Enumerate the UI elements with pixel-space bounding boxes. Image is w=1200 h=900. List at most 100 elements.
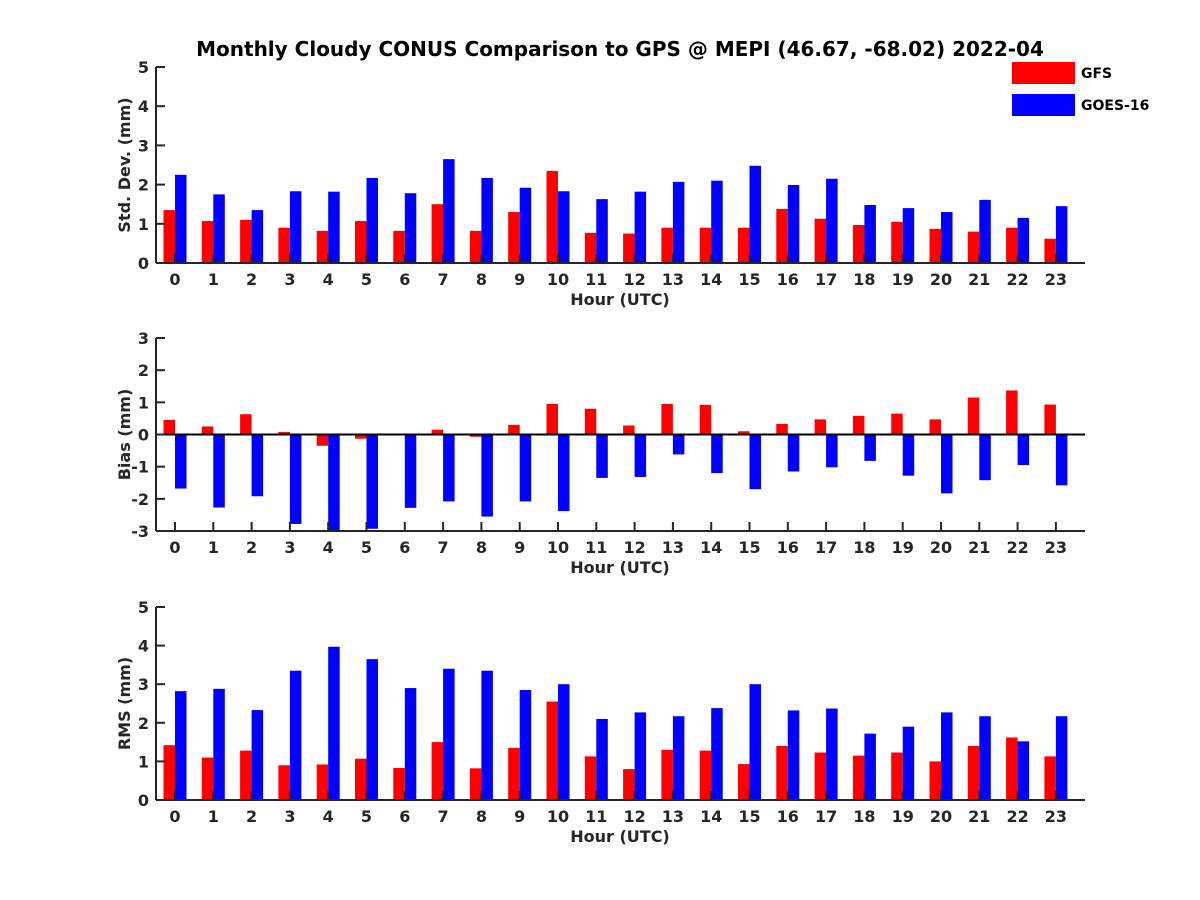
y-tick-label: 4 bbox=[138, 97, 149, 116]
bar-gfs-hour-17 bbox=[814, 752, 827, 800]
x-tick-label: 1 bbox=[208, 270, 219, 289]
x-tick-label: 3 bbox=[284, 270, 295, 289]
y-tick-label: 2 bbox=[138, 714, 149, 733]
x-tick-label: 13 bbox=[662, 538, 684, 557]
bar-goes-16-hour-6 bbox=[404, 688, 417, 800]
x-tick-label: 10 bbox=[547, 270, 569, 289]
bar-gfs-hour-1 bbox=[201, 221, 214, 263]
x-tick-label: 0 bbox=[169, 538, 180, 557]
x-tick-label: 21 bbox=[968, 807, 990, 826]
y-tick-label: -3 bbox=[131, 522, 149, 541]
bar-gfs-hour-18 bbox=[852, 415, 865, 435]
x-tick-label: 22 bbox=[1006, 270, 1028, 289]
bar-gfs-hour-5 bbox=[355, 221, 367, 263]
bar-gfs-hour-1 bbox=[201, 426, 214, 435]
y-tick-label: -2 bbox=[131, 490, 149, 509]
x-tick-label: 21 bbox=[968, 538, 990, 557]
x-tick-label: 7 bbox=[438, 538, 449, 557]
bar-gfs-hour-21 bbox=[967, 397, 980, 435]
bar-gfs-hour-18 bbox=[852, 755, 865, 800]
x-tick-label: 23 bbox=[1045, 270, 1067, 289]
bar-gfs-hour-15 bbox=[738, 764, 750, 800]
x-tick-label: 2 bbox=[246, 538, 257, 557]
y-tick-label: 2 bbox=[138, 361, 149, 380]
bar-goes-16-hour-0 bbox=[175, 691, 187, 800]
x-tick-label: 22 bbox=[1006, 538, 1028, 557]
bar-gfs-hour-13 bbox=[661, 403, 673, 435]
bar-goes-16-hour-5 bbox=[366, 434, 378, 529]
bar-goes-16-hour-20 bbox=[941, 212, 953, 263]
bar-gfs-hour-20 bbox=[929, 761, 941, 800]
bar-gfs-hour-17 bbox=[814, 419, 827, 435]
x-tick-label: 5 bbox=[361, 270, 372, 289]
bar-goes-16-hour-6 bbox=[404, 434, 417, 508]
bar-gfs-hour-2 bbox=[240, 219, 252, 263]
x-axis-label: Hour (UTC) bbox=[570, 290, 670, 309]
bar-goes-16-hour-21 bbox=[979, 716, 991, 800]
x-tick-label: 4 bbox=[323, 807, 334, 826]
bar-gfs-hour-14 bbox=[699, 750, 712, 800]
bar-goes-16-hour-15 bbox=[749, 684, 761, 800]
bar-goes-16-hour-11 bbox=[596, 434, 608, 478]
x-tick-label: 7 bbox=[438, 807, 449, 826]
bar-gfs-hour-7 bbox=[431, 429, 444, 435]
x-tick-label: 7 bbox=[438, 270, 449, 289]
bar-gfs-hour-18 bbox=[852, 224, 865, 263]
x-tick-label: 19 bbox=[892, 270, 914, 289]
bar-gfs-hour-3 bbox=[278, 765, 290, 800]
bar-goes-16-hour-5 bbox=[366, 177, 378, 263]
x-tick-label: 20 bbox=[930, 270, 952, 289]
bar-goes-16-hour-10 bbox=[558, 684, 570, 800]
bar-gfs-hour-9 bbox=[508, 747, 520, 800]
x-axis-label: Hour (UTC) bbox=[570, 827, 670, 846]
bar-goes-16-hour-8 bbox=[481, 177, 493, 263]
x-tick-label: 11 bbox=[585, 807, 607, 826]
x-tick-label: 23 bbox=[1045, 807, 1067, 826]
bar-goes-16-hour-16 bbox=[787, 434, 800, 472]
bar-gfs-hour-5 bbox=[355, 758, 367, 800]
bar-goes-16-hour-15 bbox=[749, 434, 761, 490]
x-tick-label: 16 bbox=[777, 538, 799, 557]
x-tick-label: 20 bbox=[930, 538, 952, 557]
bar-gfs-hour-7 bbox=[431, 204, 444, 263]
bar-gfs-hour-9 bbox=[508, 424, 520, 435]
bar-goes-16-hour-22 bbox=[1017, 434, 1030, 466]
bar-goes-16-hour-15 bbox=[749, 165, 761, 263]
series-goes-16 bbox=[175, 159, 1068, 263]
x-tick-label: 12 bbox=[623, 270, 645, 289]
bar-gfs-hour-11 bbox=[584, 756, 597, 800]
bar-gfs-hour-6 bbox=[393, 230, 405, 263]
x-tick-label: 14 bbox=[700, 270, 722, 289]
bar-goes-16-hour-9 bbox=[519, 434, 532, 502]
x-axis-label: Hour (UTC) bbox=[570, 558, 670, 577]
y-tick-label: -1 bbox=[131, 458, 149, 477]
bar-gfs-hour-5 bbox=[355, 434, 367, 439]
bar-goes-16-hour-19 bbox=[902, 726, 915, 800]
bar-gfs-hour-3 bbox=[278, 431, 290, 435]
bar-gfs-hour-4 bbox=[316, 230, 329, 263]
x-tick-label: 18 bbox=[853, 538, 875, 557]
bar-goes-16-hour-8 bbox=[481, 670, 493, 800]
bar-goes-16-hour-8 bbox=[481, 434, 493, 517]
bar-goes-16-hour-11 bbox=[596, 718, 608, 800]
bar-goes-16-hour-12 bbox=[634, 434, 647, 477]
bar-gfs-hour-21 bbox=[967, 745, 980, 800]
x-tick-label: 1 bbox=[208, 807, 219, 826]
x-tick-label: 22 bbox=[1006, 807, 1028, 826]
legend-label-gfs: GFS bbox=[1081, 66, 1112, 82]
x-tick-label: 12 bbox=[623, 807, 645, 826]
bar-gfs-hour-11 bbox=[584, 232, 597, 263]
bar-goes-16-hour-21 bbox=[979, 199, 991, 263]
bar-gfs-hour-12 bbox=[623, 233, 635, 263]
bar-goes-16-hour-7 bbox=[443, 159, 455, 263]
y-tick-label: 3 bbox=[138, 136, 149, 155]
bar-gfs-hour-8 bbox=[469, 230, 482, 263]
bar-gfs-hour-7 bbox=[431, 742, 444, 800]
bar-gfs-hour-12 bbox=[623, 425, 635, 435]
bar-gfs-hour-2 bbox=[240, 750, 252, 800]
bar-gfs-hour-6 bbox=[393, 767, 405, 800]
bar-gfs-hour-13 bbox=[661, 227, 673, 263]
bar-goes-16-hour-16 bbox=[787, 184, 800, 263]
